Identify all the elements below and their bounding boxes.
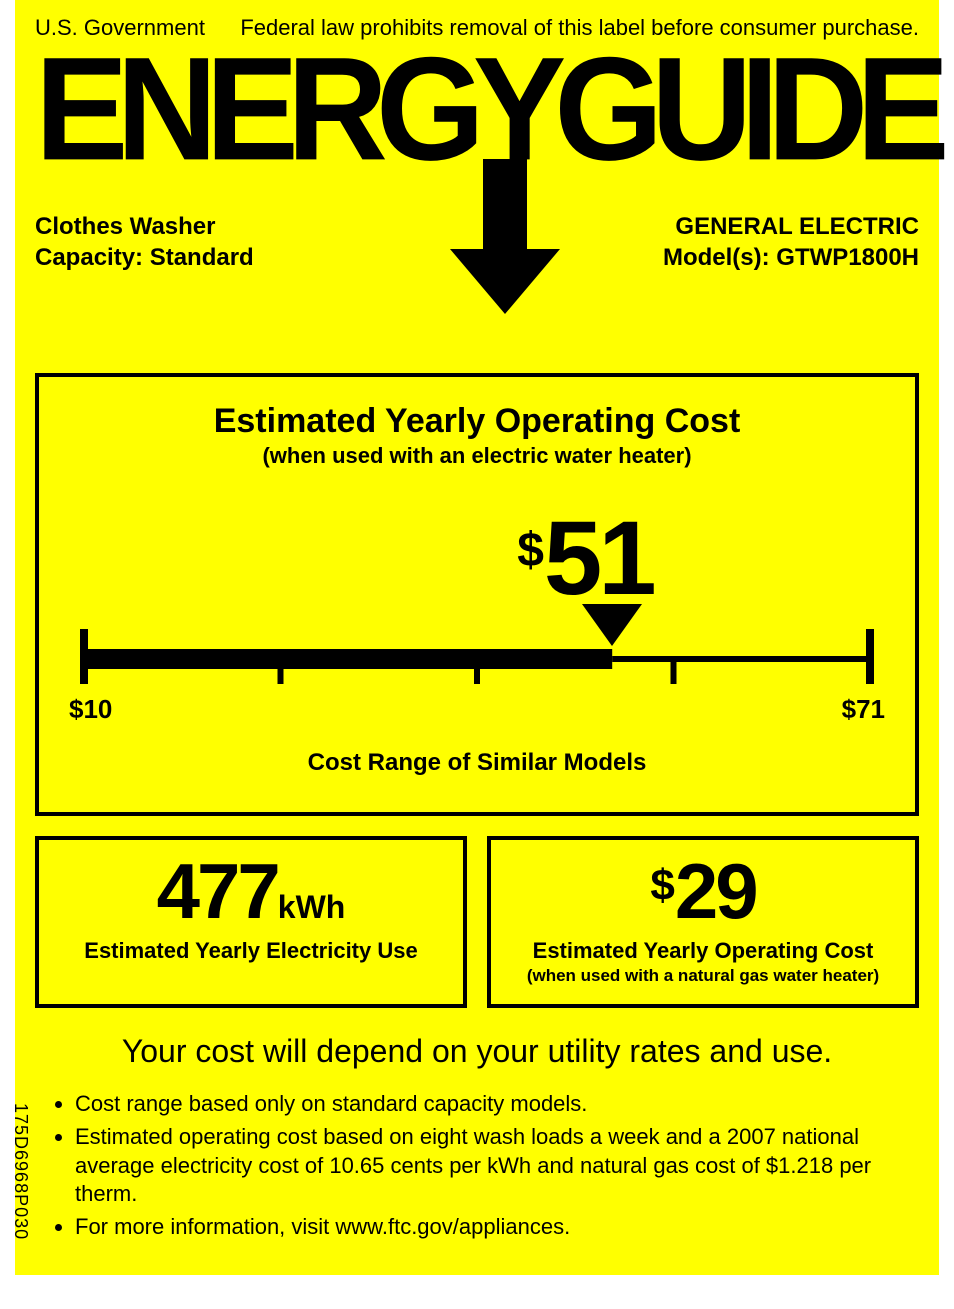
kwh-value: 477 [157, 847, 278, 935]
footnote-item: Estimated operating cost based on eight … [75, 1123, 899, 1209]
gas-cost-value-line: $29 [501, 852, 905, 930]
energy-guide-label: U.S. Government Federal law prohibits re… [15, 0, 939, 1275]
footnote-item: Cost range based only on standard capaci… [75, 1090, 899, 1119]
product-brand: GENERAL ELECTRIC [663, 211, 919, 242]
gas-cost-value: 29 [675, 847, 756, 935]
product-left-info: Clothes Washer Capacity: Standard [35, 211, 254, 273]
side-code-text: 175D6968P030 [10, 1103, 31, 1240]
main-cost-title: Estimated Yearly Operating Cost [69, 402, 885, 441]
gas-cost-sublabel: (when used with a natural gas water heat… [501, 966, 905, 986]
product-type: Clothes Washer [35, 211, 254, 242]
gas-cost-label: Estimated Yearly Operating Cost [501, 938, 905, 964]
main-cost-value: $51 [517, 499, 653, 619]
cost-scale: $51 $10 $71 [69, 499, 885, 729]
main-cost-subtitle: (when used with an electric water heater… [69, 443, 885, 469]
kwh-unit: kWh [278, 889, 346, 925]
secondary-boxes-row: 477kWh Estimated Yearly Electricity Use … [35, 836, 919, 1008]
range-min-label: $10 [69, 694, 112, 725]
footnotes-list: Cost range based only on standard capaci… [35, 1090, 919, 1241]
product-capacity: Capacity: Standard [35, 242, 254, 273]
energyguide-logo-text: ENERGYGUIDE [35, 46, 919, 171]
cost-number: 51 [544, 500, 653, 617]
product-info-row: Clothes Washer Capacity: Standard GENERA… [35, 211, 919, 273]
scale-end-labels: $10 $71 [69, 694, 885, 725]
product-model: Model(s): GTWP1800H [663, 242, 919, 273]
product-right-info: GENERAL ELECTRIC Model(s): GTWP1800H [663, 211, 919, 273]
cost-range-scale [69, 629, 885, 689]
main-cost-box: Estimated Yearly Operating Cost (when us… [35, 373, 919, 816]
disclaimer-text: Your cost will depend on your utility ra… [35, 1033, 919, 1070]
electricity-use-label: Estimated Yearly Electricity Use [49, 938, 453, 964]
electricity-use-box: 477kWh Estimated Yearly Electricity Use [35, 836, 467, 1008]
cost-range-caption: Cost Range of Similar Models [69, 749, 885, 777]
gas-currency-symbol: $ [650, 861, 674, 910]
gas-cost-box: $29 Estimated Yearly Operating Cost (whe… [487, 836, 919, 1008]
currency-symbol: $ [517, 524, 544, 577]
kwh-value-line: 477kWh [49, 852, 453, 930]
range-max-label: $71 [842, 694, 885, 725]
footnote-item: For more information, visit www.ftc.gov/… [75, 1213, 899, 1242]
